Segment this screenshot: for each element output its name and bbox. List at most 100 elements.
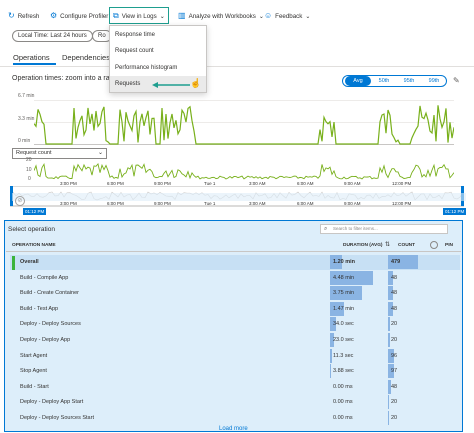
table-row[interactable]: Build - Start 0.00 ms 48 — [10, 379, 460, 395]
duration-bar — [330, 364, 332, 379]
tab-operations[interactable]: Operations — [13, 53, 50, 62]
x-label: 9:00 AM — [344, 181, 361, 186]
x-label: 3:00 PM — [60, 181, 77, 186]
chart-title: Operation times: zoom into a ran — [12, 75, 114, 82]
load-more-link[interactable]: Load more — [219, 426, 248, 432]
menu-item-response-time[interactable]: Response time — [115, 32, 156, 38]
arrow-annotation-icon — [152, 82, 190, 88]
menu-item-performance-histogram[interactable]: Performance histogram — [115, 65, 178, 71]
request-count-series — [34, 162, 454, 180]
time-range-filter[interactable]: Local Time: Last 24 hours — [12, 30, 93, 42]
table-row[interactable]: Start Agent 11.3 sec 96 — [10, 348, 460, 364]
analyze-workbooks-label: Analyze with Workbooks — [188, 12, 256, 20]
refresh-button[interactable]: ↻ Refresh — [8, 10, 39, 22]
table-row[interactable]: Build - Test App 1.47 min 48 — [10, 301, 460, 317]
table-row[interactable]: Deploy - Deploy Sources 34.0 sec 20 — [10, 317, 460, 332]
configure-profiler-button[interactable]: ⚙ Configure Profiler — [50, 10, 108, 22]
reset-zoom-icon[interactable]: ⊘ — [15, 196, 25, 206]
x-label: 6:00 PM — [107, 181, 124, 186]
view-in-logs-label: View in Logs — [121, 12, 157, 20]
count-bar — [388, 333, 391, 347]
tab-dependencies[interactable]: Dependencies — [62, 53, 110, 62]
configure-profiler-label: Configure Profiler — [60, 12, 109, 20]
sort-icon[interactable]: ⇅ — [385, 242, 391, 248]
refresh-icon: ↻ — [8, 11, 15, 20]
gridline — [34, 122, 454, 123]
count-value: 20 — [391, 399, 398, 406]
table-row[interactable]: Overall 1.20 min 479 — [10, 255, 460, 270]
analyze-workbooks-button[interactable]: ▥ Analyze with Workbooks ⌄ — [178, 10, 264, 22]
agg-avg[interactable]: Avg — [345, 76, 371, 86]
search-placeholder: Search to filter items... — [333, 226, 378, 231]
column-header-count[interactable]: COUNT — [398, 243, 416, 248]
agg-95th[interactable]: 95th — [403, 78, 415, 84]
table-row[interactable]: Deploy - Deploy App 23.0 sec 20 — [10, 333, 460, 348]
operation-name: Build - Start — [20, 383, 49, 390]
column-header-pin[interactable]: PIN — [445, 243, 453, 248]
y2-label-top: 20 — [26, 157, 32, 163]
brush-x-label: 3:00 AM — [249, 201, 266, 206]
refresh-label: Refresh — [17, 12, 40, 20]
operation-name: Build - Test App — [20, 305, 59, 312]
count-bar — [388, 411, 390, 425]
request-count-chart — [34, 162, 454, 180]
duration-value: 0.00 ms — [333, 383, 353, 390]
response-time-chart — [34, 105, 454, 145]
table-row[interactable]: Deploy - Deploy Sources Start 0.00 ms 20 — [10, 411, 460, 426]
view-in-logs-button[interactable]: ⧉ View in Logs ⌄ — [109, 7, 169, 24]
agg-99th[interactable]: 99th — [428, 78, 440, 84]
brush-selection — [12, 193, 466, 201]
duration-bar — [330, 333, 334, 347]
operation-name: Build - Compile App — [20, 274, 69, 281]
count-bar — [388, 348, 394, 363]
operation-name: Deploy - Deploy App Start — [20, 399, 84, 406]
y-label-top: 6.7 min — [18, 93, 35, 99]
duration-value: 23.0 sec — [333, 337, 354, 343]
operation-name: Start Agent — [20, 352, 48, 359]
duration-value: 4.48 min — [333, 274, 355, 281]
duration-value: 0.00 ms — [333, 399, 353, 406]
tab-divider — [0, 66, 474, 67]
operation-name: Deploy - Deploy Sources Start — [20, 415, 94, 421]
count-value: 48 — [391, 274, 398, 281]
gear-icon: ⚙ — [50, 11, 58, 20]
table-row[interactable]: Stop Agent 3.88 sec 97 — [10, 364, 460, 379]
hand-cursor-icon: ☝ — [190, 78, 202, 88]
count-value: 96 — [391, 352, 398, 359]
view-in-logs-menu: Response time Request count Performance … — [109, 25, 207, 93]
duration-bar — [330, 286, 362, 301]
count-value: 48 — [391, 290, 398, 297]
column-header-name[interactable]: OPERATION NAME — [12, 243, 56, 248]
operation-name: Stop Agent — [20, 368, 47, 375]
table-row[interactable]: Build - Compile App 4.48 min 48 — [10, 270, 460, 286]
agg-50th[interactable]: 50th — [378, 78, 390, 84]
search-icon: ⌕ — [324, 226, 328, 232]
table-row[interactable]: Build - Create Container 3.75 min 48 — [10, 286, 460, 301]
pin-all-toggle[interactable] — [430, 241, 438, 249]
x-label: 6:00 AM — [297, 181, 314, 186]
filter-search-input[interactable]: ⌕ Search to filter items... — [320, 224, 448, 234]
duration-value: 11.3 sec — [333, 352, 354, 359]
table-row[interactable]: Deploy - Deploy App Start 0.00 ms 20 — [10, 395, 460, 410]
feedback-button[interactable]: ☺ Feedback ⌄ — [264, 10, 311, 22]
end-time-badge: 01:12 PM — [443, 208, 467, 215]
duration-bar — [330, 317, 336, 332]
count-bar — [388, 301, 394, 316]
count-bar — [388, 379, 391, 394]
metric-select[interactable]: Request count ⌄ — [12, 148, 107, 159]
count-bar — [388, 286, 394, 301]
brush-x-label: 12:00 PM — [392, 201, 412, 206]
pin-icon[interactable]: ✎ — [453, 76, 460, 85]
duration-value: 0.00 ms — [333, 415, 353, 421]
count-bar — [388, 270, 394, 285]
chevron-down-icon: ⌄ — [305, 12, 311, 20]
smiley-icon: ☺ — [264, 11, 273, 20]
duration-value: 34.0 sec — [333, 321, 354, 328]
y-label-mid: 3.3 min — [18, 116, 35, 122]
menu-item-request-count[interactable]: Request count — [115, 48, 154, 54]
column-header-duration[interactable]: DURATION (AVG) — [343, 243, 383, 248]
brush-x-label: 6:00 AM — [297, 201, 314, 206]
count-bar — [388, 395, 390, 410]
count-value: 20 — [391, 337, 398, 343]
operation-name: Deploy - Deploy App — [20, 337, 71, 343]
